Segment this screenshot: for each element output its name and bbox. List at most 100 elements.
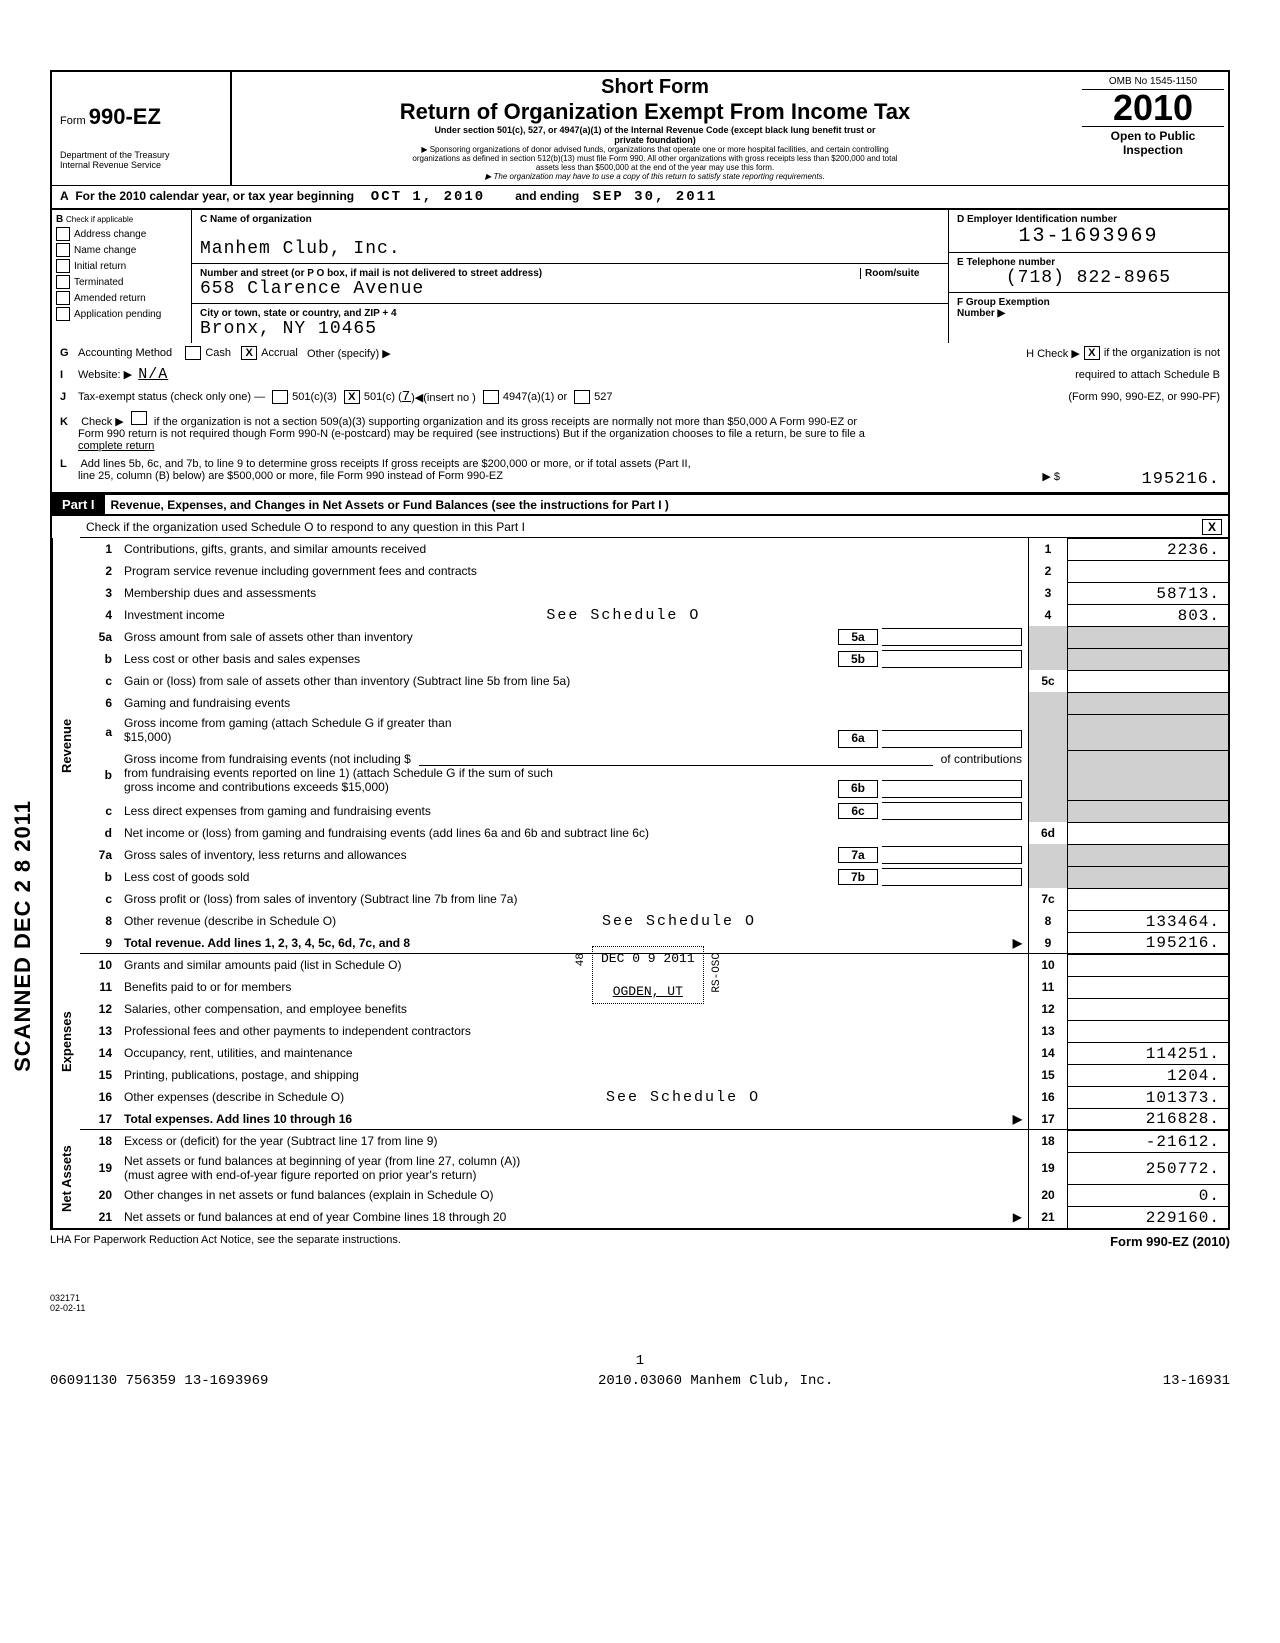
line-6c-num: c	[80, 800, 118, 822]
check-if-label: Check if applicable	[66, 215, 133, 224]
4947-label: 4947(a)(1) or	[503, 391, 567, 403]
line-6d-box: 6d	[1028, 822, 1068, 844]
line-4-val: 803.	[1068, 604, 1228, 626]
line-5b-num: b	[80, 648, 118, 670]
line-16-desc: Other expenses (describe in Schedule O)	[124, 1090, 344, 1104]
501c-label: 501(c) (	[364, 391, 402, 403]
f-label: F Group Exemption	[957, 297, 1220, 308]
line-12-num: 12	[80, 998, 118, 1020]
line-16-see: See Schedule O	[344, 1089, 1022, 1106]
section-b: B Check if applicable Address change Nam…	[50, 210, 1230, 343]
accounting-method-label: Accounting Method	[78, 347, 172, 359]
checkbox-501c[interactable]: X	[344, 390, 360, 404]
line-15-val: 1204.	[1068, 1064, 1228, 1086]
street-address: 658 Clarence Avenue	[200, 279, 424, 299]
line-3-num: 3	[80, 582, 118, 604]
line-7a-num: 7a	[80, 844, 118, 866]
line-6d-desc: Net income or (loss) from gaming and fun…	[118, 822, 1028, 844]
received-stamp: 48 DEC 0 9 2011 OGDEN, UT RS-OSC	[592, 946, 704, 1004]
line-12-desc: Salaries, other compensation, and employ…	[118, 998, 1028, 1020]
open-public: Open to Public Inspection	[1082, 126, 1224, 157]
line-8-see: See Schedule O	[336, 913, 1022, 930]
line-14-num: 14	[80, 1042, 118, 1064]
line-5c-num: c	[80, 670, 118, 692]
checkbox-cash[interactable]	[185, 346, 201, 360]
line-10-val	[1068, 954, 1228, 976]
line-5a-sub: 5a	[838, 629, 878, 645]
checkbox-k[interactable]	[131, 411, 147, 425]
checkbox-app-pending[interactable]	[56, 307, 70, 321]
line-7c-num: c	[80, 888, 118, 910]
checkbox-initial-return[interactable]	[56, 259, 70, 273]
line-5b-desc: Less cost or other basis and sales expen…	[124, 652, 360, 666]
line-6-num: 6	[80, 692, 118, 714]
line-7c-val	[1068, 888, 1228, 910]
checkbox-part1-schedule-o[interactable]: X	[1202, 519, 1222, 535]
checkbox-501c3[interactable]	[272, 390, 288, 404]
k-text3: complete return	[60, 440, 154, 452]
line-6b-desc-end: of contributions	[941, 752, 1022, 766]
row-i: I Website: ▶ N/A required to attach Sche…	[50, 363, 1230, 386]
subtitle1: Under section 501(c), 527, or 4947(a)(1)…	[236, 125, 1074, 135]
line-21-arrow: ▶	[1013, 1210, 1022, 1224]
page-number: 1	[636, 1353, 644, 1369]
checkbox-terminated[interactable]	[56, 275, 70, 289]
line-16-val: 101373.	[1068, 1086, 1228, 1108]
line-5a-box-shaded	[1028, 626, 1068, 648]
line-7b-val-shaded	[1068, 866, 1228, 888]
c-label: C Name of organization	[200, 214, 312, 225]
tax-year: 2010	[1082, 90, 1224, 126]
form-header-center: Short Form Return of Organization Exempt…	[232, 72, 1078, 185]
line-5b-box-shaded	[1028, 648, 1068, 670]
k-text1: if the organization is not a section 509…	[154, 416, 857, 428]
opt-initial-return: Initial return	[74, 261, 126, 272]
line-19-box: 19	[1028, 1152, 1068, 1184]
checkbox-h[interactable]: X	[1084, 346, 1100, 360]
line-6a-sub: 6a	[838, 730, 878, 748]
row-k: K Check ▶ if the organization is not a s…	[50, 408, 1230, 455]
expenses-label: Expenses	[52, 954, 80, 1130]
line-7a-box-shaded	[1028, 844, 1068, 866]
checkbox-amended[interactable]	[56, 291, 70, 305]
right-info-column: D Employer Identification number 13-1693…	[948, 210, 1228, 343]
tax-year-text2: and ending	[515, 189, 579, 203]
b-label: B	[56, 214, 63, 225]
line-5a-num: 5a	[80, 626, 118, 648]
l-text2: line 25, column (B) below) are $500,000 …	[78, 470, 503, 489]
line-6a-num: a	[80, 714, 118, 750]
line-6a-desc: Gross income from gaming (attach Schedul…	[124, 716, 452, 730]
line-10-desc: Grants and similar amounts paid (list in…	[118, 954, 1028, 976]
line-15-num: 15	[80, 1064, 118, 1086]
line-15-box: 15	[1028, 1064, 1068, 1086]
return-title: Return of Organization Exempt From Incom…	[236, 99, 1074, 125]
line-7b-desc: Less cost of goods sold	[124, 870, 249, 884]
tax-exempt-label: Tax-exempt status (check only one) —	[78, 391, 265, 403]
part1-title: Revenue, Expenses, and Changes in Net As…	[105, 498, 1228, 512]
line-1-desc: Contributions, gifts, grants, and simila…	[118, 538, 1028, 560]
form-label: Form	[60, 115, 86, 127]
stamp-48: 48	[575, 953, 587, 966]
opt-address-change: Address change	[74, 229, 146, 240]
line-6a-val-shaded	[1068, 714, 1228, 750]
line-6a-box-shaded	[1028, 714, 1068, 750]
line-6d-val	[1068, 822, 1228, 844]
checkbox-name-change[interactable]	[56, 243, 70, 257]
checkbox-accrual[interactable]: X	[241, 346, 257, 360]
checkbox-4947[interactable]	[483, 390, 499, 404]
checkbox-527[interactable]	[574, 390, 590, 404]
checkbox-address-change[interactable]	[56, 227, 70, 241]
revenue-label: Revenue	[52, 538, 80, 954]
line-6b-desc2: from fundraising events reported on line…	[124, 766, 553, 780]
line-17-val: 216828.	[1068, 1108, 1228, 1129]
d-label: D Employer Identification number	[957, 214, 1220, 225]
line-10-box: 10	[1028, 954, 1068, 976]
short-form-title: Short Form	[236, 76, 1074, 99]
line-7a-sub: 7a	[838, 847, 878, 863]
g-label: G	[60, 347, 78, 359]
opt-name-change: Name change	[74, 245, 136, 256]
line-18-box: 18	[1028, 1130, 1068, 1152]
line-13-num: 13	[80, 1020, 118, 1042]
tax-year-text1: For the 2010 calendar year, or tax year …	[75, 189, 354, 203]
line-21-desc: Net assets or fund balances at end of ye…	[124, 1210, 506, 1224]
line-19-val: 250772.	[1068, 1152, 1228, 1184]
